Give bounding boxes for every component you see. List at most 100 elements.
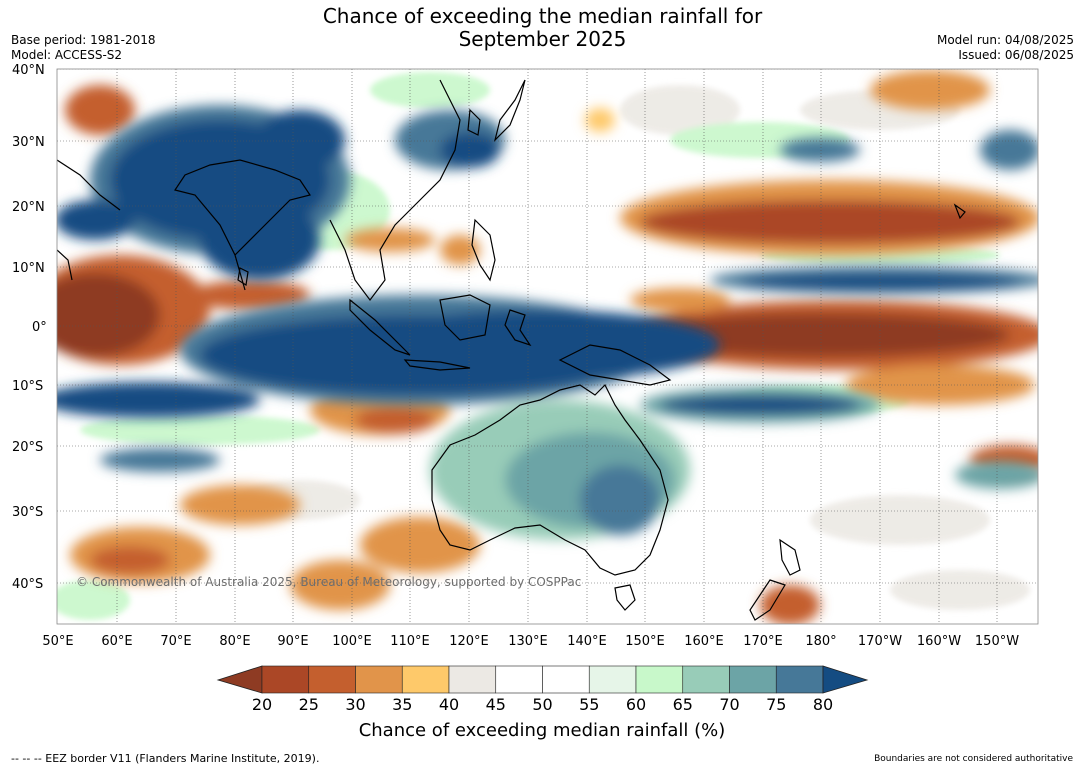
colorbar-tick-label: 60 xyxy=(626,695,646,714)
colorbar-swatch xyxy=(495,665,543,694)
philippines-coast xyxy=(471,218,496,282)
lon-label-50e: 50°E xyxy=(42,634,73,649)
colorbar-tick-label: 55 xyxy=(579,695,599,714)
graticule xyxy=(57,69,1038,624)
tasmania-coast xyxy=(614,584,636,611)
colorbar: 20 25 30 35 40 45 50 55 60 65 70 75 80 Chance of exc… xyxy=(216,665,869,741)
wet-aus-inner xyxy=(580,465,660,535)
korea-coast xyxy=(467,108,481,136)
speckle-neutral-1 xyxy=(620,85,740,135)
wet-east-asia-core xyxy=(440,132,500,168)
colorbar-tick-label: 65 xyxy=(673,695,693,714)
eez-note: -- -- -- EEZ border V11 (Flanders Marine… xyxy=(11,752,320,765)
dry-central-pacific xyxy=(630,288,730,312)
issued-date: Issued: 06/08/2025 xyxy=(958,48,1074,62)
india-coast xyxy=(174,159,311,291)
china-coast xyxy=(399,79,461,221)
colorbar-swatch xyxy=(588,665,637,694)
new-guinea-coast xyxy=(558,344,672,386)
map-frame xyxy=(56,68,1039,625)
colorbar-tick-label: 80 xyxy=(813,695,833,714)
wet-india xyxy=(200,200,320,280)
hawaii xyxy=(953,203,966,220)
dry-eq-pacific-inner xyxy=(630,313,1010,357)
lon-labels: 50°E 60°E 70°E 80°E 90°E 100°E 110°E 120… xyxy=(42,634,1019,649)
wet-ne-pacific xyxy=(980,130,1038,170)
dry-china-coast xyxy=(345,228,435,252)
arabia-coast xyxy=(57,159,121,211)
lat-label-30n: 30°N xyxy=(12,135,45,150)
dry-nw-pacific-inner xyxy=(640,200,1020,244)
colorbar-swatch xyxy=(261,665,310,694)
lon-label-70e: 70°E xyxy=(160,634,191,649)
new-zealand-south xyxy=(749,579,786,621)
dry-sw-pacific-3 xyxy=(760,585,820,624)
lon-label-160e: 160°E xyxy=(684,634,724,649)
coastlines xyxy=(57,79,966,621)
colorbar-arrow-left xyxy=(216,665,263,694)
lon-label-100e: 100°E xyxy=(332,634,372,649)
colorbar-tick-label: 70 xyxy=(719,695,739,714)
dry-s-indian-5 xyxy=(90,546,170,574)
lat-label-10s: 10°S xyxy=(12,379,43,394)
meta-right: Model run: 04/08/2025 Issued: 06/08/2025 xyxy=(937,33,1074,63)
wet-sw-indian-streak xyxy=(57,382,260,418)
colorbar-tick-label: 30 xyxy=(345,695,365,714)
wet-spcz xyxy=(660,395,860,415)
colorbar-swatch xyxy=(308,665,356,694)
colorbar-arrow-right xyxy=(822,665,869,694)
lat-label-20s: 20°S xyxy=(12,440,43,455)
colorbar-swatch xyxy=(448,665,497,694)
speckle-green-2 xyxy=(370,72,490,108)
dry-s-indian-2 xyxy=(355,406,435,434)
lon-label-140e: 140°E xyxy=(567,634,607,649)
dry-n-pacific-2 xyxy=(585,108,615,132)
colorbar-swatches xyxy=(261,665,824,694)
dry-s-indian-7 xyxy=(290,560,390,610)
colorbar-swatch xyxy=(775,665,824,694)
colorbar-tick-labels: 20 25 30 35 40 45 50 55 60 65 70 75 80 xyxy=(252,695,833,714)
title-line-1: Chance of exceeding the median rainfall … xyxy=(322,4,763,28)
lat-label-40s: 40°S xyxy=(12,577,43,592)
wet-north-pacific xyxy=(780,138,860,162)
sri-lanka-coast xyxy=(237,267,249,286)
dry-central-asia xyxy=(65,85,135,135)
copyright-notice: © Commonwealth of Australia 2025, Bureau… xyxy=(76,575,582,589)
title-line-2: September 2025 xyxy=(458,27,627,51)
lon-label-60e: 60°E xyxy=(101,634,132,649)
wet-tibet xyxy=(255,110,345,170)
dry-w-indian-inner xyxy=(57,273,160,357)
model-run: Model run: 04/08/2025 xyxy=(936,33,1074,47)
lat-labels: 40°N 30°N 20°N 10°N 0° 10°S 20°S 30°S 40… xyxy=(12,63,47,592)
lon-label-170w: 170°W xyxy=(858,634,902,649)
lon-label-120e: 120°E xyxy=(449,634,489,649)
colorbar-tick-label: 40 xyxy=(439,695,459,714)
colorbar-swatch xyxy=(635,665,684,694)
lon-label-150w: 150°W xyxy=(975,634,1019,649)
lat-label-0: 0° xyxy=(32,320,47,335)
sulawesi-coast xyxy=(504,309,532,347)
base-period: Base period: 1981-2018 xyxy=(11,33,156,47)
colorbar-tick-label: 25 xyxy=(299,695,319,714)
colorbar-swatch xyxy=(729,665,777,694)
map-field xyxy=(57,69,1038,624)
lon-label-80e: 80°E xyxy=(219,634,250,649)
indochina-coast xyxy=(329,219,401,301)
dry-regions xyxy=(57,70,1038,624)
sumatra-coast xyxy=(349,298,411,356)
australia-coast xyxy=(431,383,669,576)
wet-regions xyxy=(57,105,1038,540)
colorbar-label: Chance of exceeding median rainfall (%) xyxy=(359,720,726,741)
wet-maritime-continent xyxy=(360,310,720,380)
colorbar-swatch xyxy=(355,665,403,694)
wet-sw-pacific-1 xyxy=(955,461,1038,489)
wet-s-indian-1 xyxy=(100,448,220,472)
colorbar-swatch xyxy=(682,665,730,694)
lon-label-170e: 170°E xyxy=(743,634,783,649)
colorbar-tick-label: 35 xyxy=(392,695,412,714)
map-title: Chance of exceeding the median rainfall … xyxy=(0,5,1085,51)
lat-label-10n: 10°N xyxy=(12,261,45,276)
japan-coast xyxy=(493,79,526,142)
colorbar-swatch xyxy=(401,665,450,694)
